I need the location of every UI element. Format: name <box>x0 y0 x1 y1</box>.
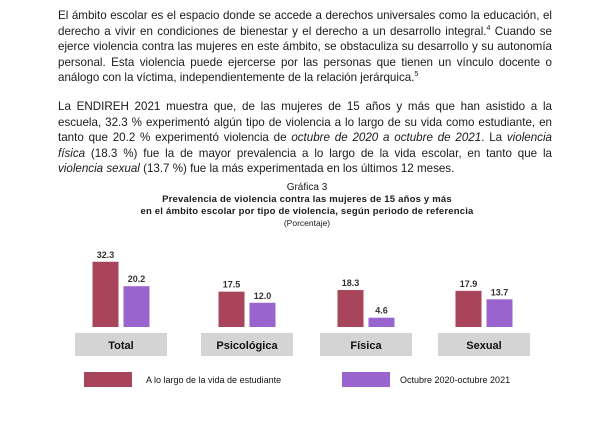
p1-text-a: El ámbito escolar es el espacio donde se… <box>58 9 552 38</box>
category-box-total <box>75 333 167 356</box>
footnote-ref-4[interactable]: 4 <box>486 24 491 32</box>
p2-italic-sexual: violencia sexual <box>58 162 140 176</box>
p2-text-c: . La <box>481 131 507 145</box>
value-label-total-lifetime: 32.3 <box>97 250 115 260</box>
legend-swatch-last-12-months <box>342 372 390 387</box>
category-label-sexual: Sexual <box>466 340 501 352</box>
legend-label-lifetime: A lo largo de la vida de estudiante <box>146 375 281 385</box>
category-label-total: Total <box>108 340 133 352</box>
p2-italic-period: octubre de 2020 a octubre de 2021 <box>291 131 482 145</box>
figure-title-line-1: Prevalencia de violencia contra las muje… <box>162 194 452 205</box>
value-label-total-last-12-months: 20.2 <box>128 274 146 284</box>
value-label-fisica-lifetime: 18.3 <box>342 278 360 288</box>
p2-text-e: (18.3 %) fue la de mayor prevalencia a l… <box>85 146 552 160</box>
value-label-fisica-last-12-months: 4.6 <box>375 306 388 316</box>
p2-text-g: (13.7 %) fue la más experimentada en los… <box>139 162 455 176</box>
p1-text-b: Cuando se ejerce violencia contra las mu… <box>58 24 552 85</box>
value-label-psicologica-last-12-months: 12.0 <box>254 291 272 301</box>
figure-unit: (Porcentaje) <box>283 218 331 228</box>
figure-title-block: Gráfica 3 Prevalencia de violencia contr… <box>0 182 614 229</box>
p2-italic-fisica: violencia física <box>58 131 552 160</box>
bar-total-last-12-months <box>123 286 150 327</box>
figure-title-line-2: en el ámbito escolar por tipo de violenc… <box>140 206 474 217</box>
paragraph-school-context: El ámbito escolar es el espacio donde se… <box>58 8 552 86</box>
value-label-sexual-lifetime: 17.9 <box>460 279 478 289</box>
category-box-fisica <box>320 333 412 356</box>
category-box-psicologica <box>201 333 293 356</box>
paragraph-endireh-results: La ENDIREH 2021 muestra que, de las muje… <box>58 99 552 177</box>
bar-sexual-last-12-months <box>486 299 513 327</box>
value-label-sexual-last-12-months: 13.7 <box>491 287 509 297</box>
bar-total-lifetime <box>92 261 119 327</box>
legend-swatch-lifetime <box>84 372 132 387</box>
bar-psicologica-lifetime <box>218 291 245 327</box>
figure-label: Gráfica 3 <box>286 182 328 193</box>
category-label-fisica: Física <box>350 340 382 352</box>
bar-fisica-lifetime <box>337 290 364 327</box>
bar-sexual-lifetime <box>455 290 482 327</box>
legend-label-last-12-months: Octubre 2020-octubre 2021 <box>400 375 510 385</box>
p2-text-a: La ENDIREH 2021 muestra que, de las muje… <box>58 100 552 145</box>
footnote-ref-5[interactable]: 5 <box>414 71 419 79</box>
bar-psicologica-last-12-months <box>249 302 276 327</box>
value-label-psicologica-lifetime: 17.5 <box>223 280 241 290</box>
bar-fisica-last-12-months <box>368 317 395 327</box>
category-label-psicologica: Psicológica <box>216 340 278 352</box>
category-box-sexual <box>438 333 530 356</box>
